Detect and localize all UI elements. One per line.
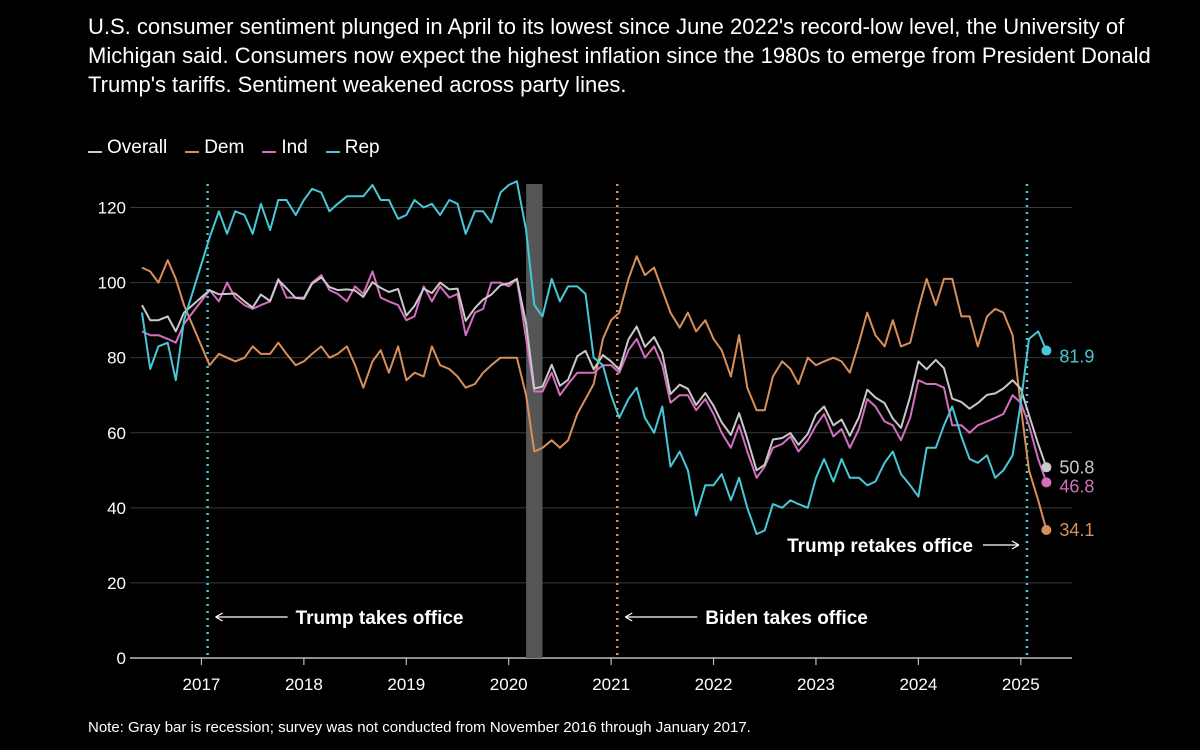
end-label-ind: 46.8	[1059, 476, 1094, 496]
y-tick-label: 80	[107, 349, 126, 368]
x-tick-label: 2020	[490, 675, 528, 694]
legend-label: Dem	[204, 137, 245, 158]
label-layer: Trump takes office Biden takes office Trum…	[215, 347, 1094, 629]
series-layer	[141, 180, 1052, 536]
y-tick-label: 100	[98, 274, 126, 293]
recession-bar	[526, 184, 543, 658]
x-tick-label: 2021	[592, 675, 630, 694]
legend-label: Ind	[281, 137, 308, 158]
annotation-arrowhead	[215, 612, 223, 622]
chart-headline: U.S. consumer sentiment plunged in April…	[88, 14, 1151, 97]
series-line-dem	[141, 255, 1048, 531]
chart-note: Note: Gray bar is recession; survey was …	[88, 719, 751, 736]
x-tick-label: 2025	[1002, 675, 1040, 694]
legend-item-dem: Dem	[185, 137, 244, 159]
x-tick-label: 2019	[387, 675, 425, 694]
x-tick-label: 2023	[797, 675, 835, 694]
legend-swatch	[185, 151, 200, 153]
y-tick-label: 40	[107, 499, 126, 518]
x-tick-label: 2017	[183, 675, 221, 694]
y-tick-label: 120	[98, 199, 126, 218]
series-line-overall	[141, 276, 1048, 472]
end-point-dem	[1041, 524, 1052, 535]
series-line-rep	[141, 180, 1048, 536]
end-label-overall: 50.8	[1059, 457, 1094, 477]
recession-layer	[526, 184, 543, 658]
annotation-label: Biden takes office	[705, 608, 868, 629]
legend-item-rep: Rep	[325, 137, 380, 159]
end-label-rep: 81.9	[1059, 347, 1094, 367]
y-tick-label: 60	[107, 424, 126, 443]
end-point-ind	[1041, 477, 1052, 488]
end-point-overall	[1041, 462, 1052, 473]
legend-label: Rep	[344, 137, 380, 158]
y-tick-label: 20	[107, 574, 126, 593]
legend-item-ind: Ind	[262, 137, 308, 159]
office-markers	[206, 184, 1029, 658]
x-tick-label: 2018	[285, 675, 323, 694]
annotation-arrowhead	[624, 612, 633, 622]
annotation-label: Trump retakes office	[787, 536, 973, 557]
legend-swatch	[88, 151, 102, 153]
legend-swatch	[325, 151, 340, 153]
annotation-arrowhead	[1011, 540, 1020, 550]
chart-legend: Overall Dem Ind Rep	[88, 136, 380, 160]
y-tick-label: 0	[117, 649, 126, 668]
x-tick-label: 2024	[899, 675, 937, 694]
x-tick-label: 2022	[695, 675, 733, 694]
annotation-label: Trump takes office	[296, 608, 464, 629]
legend-label: Overall	[107, 137, 168, 158]
legend-item-overall: Overall	[88, 137, 167, 159]
end-label-dem: 34.1	[1059, 520, 1094, 540]
grid-layer: 0 20 40 60 80 100 120 2017 2018 2019 2020 2021 2022 2…	[98, 199, 1072, 694]
end-point-rep	[1041, 345, 1052, 356]
legend-swatch	[262, 151, 277, 153]
